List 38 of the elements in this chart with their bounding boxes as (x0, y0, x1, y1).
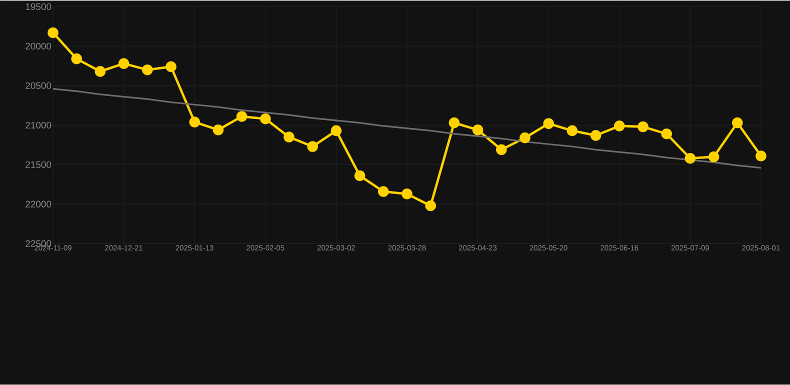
point (543, 118, 554, 130)
point (330, 125, 342, 136)
point (732, 118, 743, 128)
point (307, 141, 318, 152)
point (661, 128, 672, 140)
point (638, 122, 648, 132)
y-tick-label: 20000 (26, 42, 52, 50)
y-tick-label: 20500 (26, 82, 52, 90)
point (448, 118, 460, 128)
point (590, 130, 602, 142)
y-tick-label: 21500 (26, 161, 52, 168)
point (236, 111, 248, 122)
point (425, 200, 436, 212)
point (142, 64, 153, 76)
point (566, 125, 578, 136)
point (614, 120, 625, 132)
point (212, 124, 224, 136)
point (189, 116, 200, 128)
y-tick-label: 22000 (26, 200, 52, 208)
y-tick-label: 19500 (26, 3, 52, 10)
point (166, 61, 176, 72)
point (684, 153, 696, 164)
point (378, 186, 389, 198)
point (756, 150, 766, 162)
y-tick-label: 21000 (26, 122, 52, 129)
point (71, 54, 82, 64)
point (260, 114, 271, 124)
point (354, 170, 366, 182)
point (118, 58, 130, 70)
point (496, 144, 507, 156)
point (520, 132, 530, 144)
point (402, 188, 412, 200)
point (472, 124, 484, 136)
point (284, 132, 294, 143)
y-tick-label: 22500 (26, 240, 52, 248)
point (48, 28, 58, 38)
point (708, 152, 720, 162)
point (94, 66, 106, 78)
